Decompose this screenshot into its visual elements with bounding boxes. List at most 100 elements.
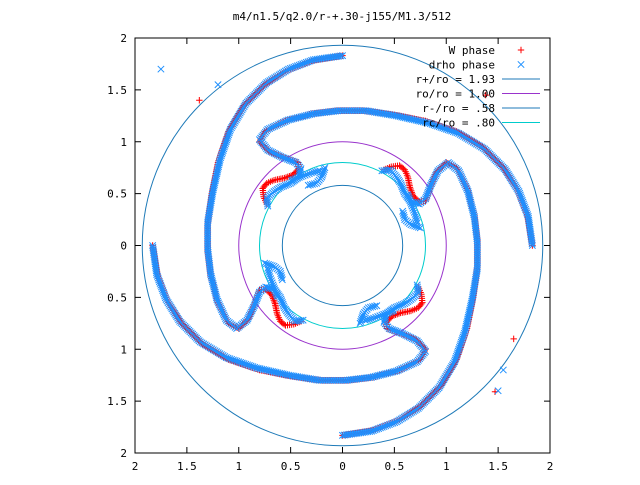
legend-marker: [517, 60, 525, 69]
drho-phase-marker: [459, 175, 467, 183]
drho-phase-marker: [272, 290, 280, 298]
y-tick-label: 0.5: [107, 291, 127, 304]
drho-phase-marker: [404, 191, 412, 199]
y-tick-label: 1: [120, 136, 127, 149]
drho-phase-marker: [279, 118, 287, 126]
drho-phase-marker: [295, 173, 303, 181]
drho-phase-marker: [398, 365, 406, 373]
x-tick-label: 1: [443, 460, 450, 473]
drho-phase-marker: [408, 360, 416, 368]
drho-phase-marker: [364, 304, 372, 312]
drho-phase-marker: [267, 277, 275, 285]
reference-circles: [141, 44, 544, 447]
drho-phase-marker: [462, 184, 471, 192]
x-tick-label: 0.5: [384, 460, 404, 473]
drho-phase-marker: [268, 262, 276, 270]
drho-phase-marker: [455, 167, 463, 175]
drho-phase-marker: [272, 121, 280, 129]
y-tick-label: 2: [120, 32, 127, 45]
drho-phase-marker: [416, 224, 424, 232]
reference-circle: [141, 44, 544, 447]
drho-phase-marker: [399, 364, 407, 372]
drho-phase-marker: [265, 268, 273, 277]
drho-phase-marker: [406, 196, 414, 204]
y-tick-label: 0.5: [107, 188, 127, 201]
drho-phase-marker: [410, 359, 418, 367]
legend-label: rc/ro = .80: [422, 117, 495, 130]
drho-phase-marker: [366, 303, 375, 311]
drho-phase-marker: [401, 216, 409, 224]
drho-phase-marker: [214, 299, 223, 307]
drho-phase-marker: [409, 221, 417, 229]
drho-phase-marker: [385, 308, 394, 316]
drho-phase-marker: [461, 181, 469, 189]
drho-phase-marker: [320, 166, 328, 174]
drho-phase-marker: [370, 314, 378, 322]
drho-phase-marker: [371, 302, 379, 310]
drho-phase-marker: [411, 210, 419, 218]
chart-title: m4/n1.5/q2.0/r-+.30-j155/M1.3/512: [233, 10, 452, 23]
drho-phase-marker: [405, 193, 413, 201]
drho-phase-marker: [358, 314, 366, 322]
drho-phase-marker: [218, 308, 226, 316]
reference-circle: [281, 184, 404, 307]
reference-circle: [259, 162, 426, 329]
drho-phase-marker: [408, 202, 416, 210]
drho-phase-marker: [460, 179, 468, 187]
drho-phase-marker: [304, 181, 312, 189]
drho-phase-marker: [494, 387, 502, 395]
w-phase-marker: [482, 91, 489, 99]
drho-phase-marker: [149, 243, 157, 251]
x-tick-label: 1.5: [177, 460, 197, 473]
drho-phase-marker: [308, 180, 316, 188]
drho-phase-marker: [399, 207, 407, 215]
drho-phase-marker: [462, 182, 470, 190]
y-tick-label: 1.5: [107, 84, 127, 97]
drho-phase-marker: [528, 241, 536, 250]
drho-phase-marker: [457, 172, 465, 180]
reference-circle: [238, 141, 447, 350]
drho-phase-marker: [384, 309, 392, 317]
drho-phase-marker: [281, 117, 289, 126]
drho-phase-marker: [271, 122, 279, 130]
drho-phase-marker: [276, 267, 284, 275]
drho-phase-marker: [400, 211, 408, 219]
drho-phase-marker: [266, 261, 274, 269]
drho-phase-marker: [264, 264, 272, 272]
drho-phase-marker: [378, 311, 386, 319]
drho-phase-marker: [261, 259, 269, 267]
drho-phase-marker: [356, 319, 364, 327]
drho-phase-marker: [318, 171, 326, 179]
drho-phase-marker: [409, 204, 417, 212]
y-tick-label: 0: [120, 240, 127, 253]
legend-label: r-/ro = .58: [422, 102, 495, 115]
drho-phase-marker: [264, 266, 272, 274]
drho-phase-marker: [365, 315, 374, 323]
drho-phase-marker: [311, 168, 320, 176]
drho-phase-marker: [263, 260, 271, 268]
drho-phase-marker: [458, 174, 466, 182]
drho-phase-marker: [340, 431, 348, 439]
drho-phase-marker: [367, 315, 376, 323]
y-tick-label: 1.5: [107, 395, 127, 408]
drho-phase-marker: [278, 274, 286, 282]
drho-phase-marker: [316, 167, 324, 175]
drho-phase-marker: [273, 292, 281, 300]
drho-phase-marker: [413, 358, 421, 366]
drho-phase-marker: [389, 307, 397, 315]
drho-phase-marker: [455, 168, 464, 177]
drho-phase-marker: [405, 194, 413, 203]
drho-phase-marker: [399, 209, 407, 217]
drho-phase-marker: [265, 124, 274, 133]
y-tick-label: 1: [120, 343, 127, 356]
legend-label: drho phase: [429, 59, 495, 72]
drho-phase-marker: [396, 365, 404, 374]
drho-phase-marker: [313, 179, 321, 187]
drho-phase-marker: [267, 124, 275, 132]
drho-phase-marker: [380, 310, 388, 318]
x-tick-label: 2: [132, 460, 139, 473]
drho-phase-marker: [400, 213, 408, 222]
drho-phase-marker: [456, 170, 464, 178]
drho-phase-marker: [359, 312, 367, 320]
